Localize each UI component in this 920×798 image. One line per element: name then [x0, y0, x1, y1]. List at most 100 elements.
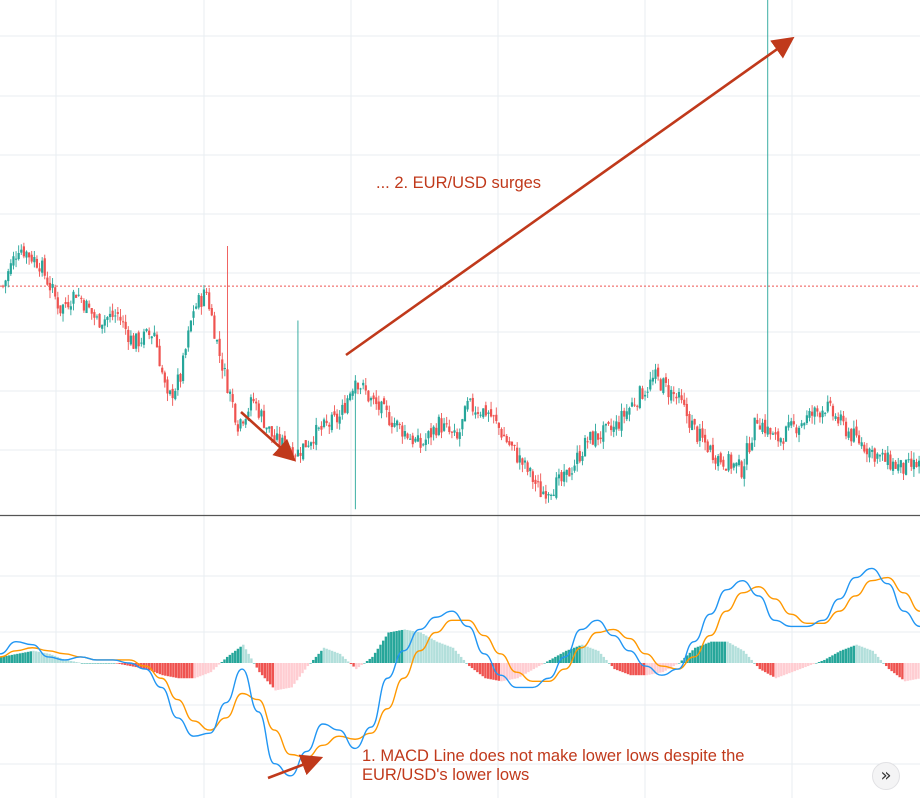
candle-up [69, 306, 72, 310]
macd-histogram-bar [465, 663, 468, 664]
macd-histogram-bar [322, 647, 326, 663]
candle-down [367, 390, 370, 402]
macd-histogram-bar [37, 651, 41, 663]
candle-down [257, 403, 260, 418]
candle-up [615, 421, 618, 430]
macd-histogram-bar [551, 658, 554, 663]
candle-down [910, 458, 913, 467]
candle-down [484, 405, 487, 416]
macd-histogram-bar [59, 657, 62, 663]
candle-up [302, 443, 305, 460]
candle-up [482, 408, 485, 418]
candle-up [362, 382, 365, 386]
candle-down [127, 329, 130, 343]
macd-histogram-bar [234, 650, 237, 663]
macd-histogram-bar [242, 644, 245, 663]
candle-down [610, 425, 613, 431]
macd-histogram-bar [398, 630, 401, 663]
candle-down [56, 297, 59, 309]
macd-histogram-bar [885, 663, 888, 667]
candle-down [440, 418, 443, 433]
candle-down [401, 425, 404, 437]
candle-up [649, 379, 652, 390]
macd-histogram-bar [820, 660, 823, 663]
candle-up [594, 431, 597, 447]
macd-histogram-bar [685, 655, 689, 663]
macd-histogram-bar [285, 663, 288, 689]
candle-down [795, 427, 798, 434]
candle-up [620, 410, 623, 431]
candle-down [769, 428, 772, 435]
macd-histogram-bar [903, 663, 907, 682]
scroll-to-latest-button[interactable]: » [872, 762, 900, 790]
macd-histogram-bar [753, 663, 756, 664]
macd-histogram-bar [336, 652, 339, 663]
macd-histogram-bar [188, 663, 191, 679]
candle-up [474, 412, 477, 415]
candle-up [557, 474, 561, 479]
macd-histogram-bar [306, 663, 310, 667]
candle-down [617, 422, 621, 429]
candle-down [816, 408, 819, 412]
candle-down [88, 303, 91, 308]
macd-histogram-bar [817, 661, 821, 663]
candle-up [20, 249, 23, 253]
macd-histogram-bar [890, 663, 893, 672]
macd-histogram-bar [712, 641, 716, 663]
macd-histogram-bar [583, 645, 587, 663]
macd-histogram-bar [511, 663, 514, 680]
macd-histogram-bar [911, 663, 915, 680]
annotation-arrows [240, 36, 795, 780]
candle-up [727, 454, 730, 471]
macd-histogram-bar [815, 663, 818, 664]
candle-up [168, 390, 172, 395]
macd-histogram-bar [104, 663, 108, 664]
macd-histogram-bar [841, 649, 845, 663]
candle-up [583, 437, 587, 457]
arrow-macd-higher-lows [267, 754, 324, 780]
candle-up [518, 455, 521, 463]
macd-histogram-bar [438, 642, 441, 663]
candle-up [181, 355, 185, 382]
macd-histogram-bar [586, 646, 589, 663]
candle-down [510, 441, 514, 446]
candle-up [223, 368, 226, 370]
macd-histogram-bar [734, 646, 737, 663]
macd-histogram-bar [244, 649, 248, 663]
candle-down [221, 359, 224, 371]
candle-down [74, 294, 78, 298]
candle-down [364, 385, 367, 391]
macd-histogram-bar [594, 649, 597, 663]
macd-histogram-bar [303, 663, 307, 670]
macd-histogram-bar [61, 658, 65, 663]
macd-histogram-bar [667, 663, 670, 670]
candle-up [576, 452, 579, 464]
macd-histogram-bar [874, 653, 877, 663]
candle-down [119, 316, 122, 321]
macd-histogram-bar [107, 663, 111, 664]
candle-up [570, 473, 574, 475]
macd-histogram-bar [293, 663, 296, 684]
macd-histogram-bar [538, 663, 541, 667]
macd-histogram-bar [868, 649, 872, 663]
macd-histogram-bar [597, 650, 600, 663]
candle-down [497, 422, 500, 428]
candle-down [59, 305, 62, 314]
candle-down [67, 302, 70, 308]
macd-histogram-bar [419, 632, 423, 663]
candle-down [667, 385, 670, 398]
candle-up [753, 417, 756, 441]
candle-down [719, 453, 722, 463]
macd-histogram-bar [295, 663, 299, 681]
macd-histogram-bar [215, 663, 218, 668]
macd-histogram-bar [347, 661, 350, 663]
macd-histogram-bar [855, 644, 858, 663]
macd-histogram-bar [755, 663, 759, 667]
macd-histogram-bar [769, 663, 772, 676]
macd-histogram-bar [653, 663, 657, 674]
macd-histogram-bar [207, 663, 210, 674]
macd-histogram-bar [72, 661, 76, 663]
candle-up [737, 459, 741, 466]
macd-histogram-bar [373, 652, 377, 663]
candle-up [72, 291, 75, 304]
